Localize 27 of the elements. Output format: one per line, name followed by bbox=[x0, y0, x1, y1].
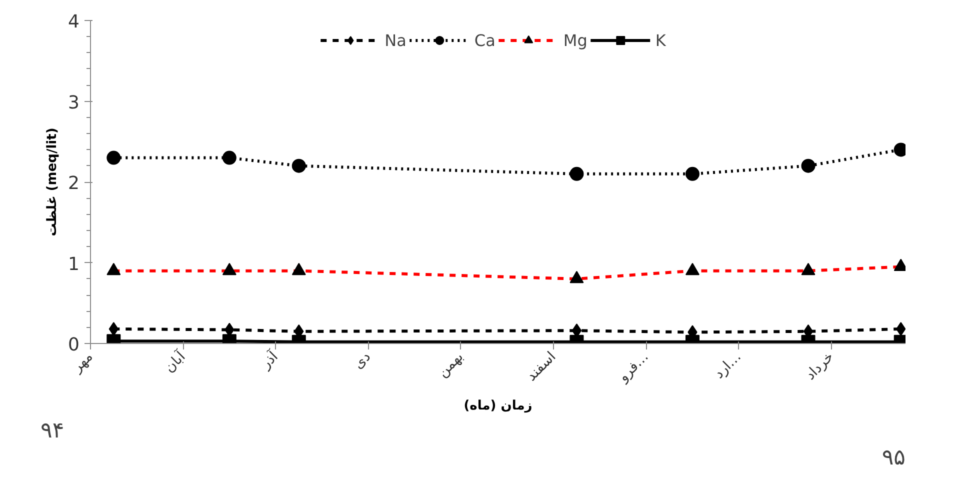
point bbox=[292, 158, 306, 173]
x-tick-label: دی bbox=[350, 348, 374, 372]
point bbox=[685, 166, 700, 181]
y-axis-title: غلظت (meq/lit) bbox=[45, 128, 60, 236]
y-tick-label: 1 bbox=[68, 254, 80, 275]
x-tick-label: فرو… bbox=[614, 348, 652, 386]
legend-label: K bbox=[655, 30, 667, 50]
legend-label: Na bbox=[384, 30, 406, 50]
x-tick-label: بهمن bbox=[434, 348, 467, 381]
text: ۹۴ bbox=[40, 418, 64, 444]
x-tick-label: اسفند bbox=[524, 348, 560, 384]
y-tick-label: 0 bbox=[68, 334, 80, 356]
x-axis-title: زمان (ماه) bbox=[464, 398, 532, 414]
y-tick-label: 4 bbox=[68, 12, 80, 32]
point bbox=[106, 150, 121, 165]
point bbox=[801, 158, 816, 173]
y-tick-label: 2 bbox=[68, 173, 80, 194]
point bbox=[222, 150, 236, 165]
legend-label: Mg bbox=[563, 30, 588, 50]
x-tick-label: آبان bbox=[160, 346, 190, 376]
y-tick-label: 3 bbox=[68, 92, 80, 114]
legend-label: Ca bbox=[474, 30, 496, 50]
x-tick-label: آذر bbox=[256, 346, 282, 373]
text: ۹۵ bbox=[882, 446, 906, 470]
point bbox=[570, 166, 584, 181]
x-tick-label: خرداد bbox=[802, 348, 838, 384]
x-tick-label: ارد… bbox=[711, 348, 744, 382]
